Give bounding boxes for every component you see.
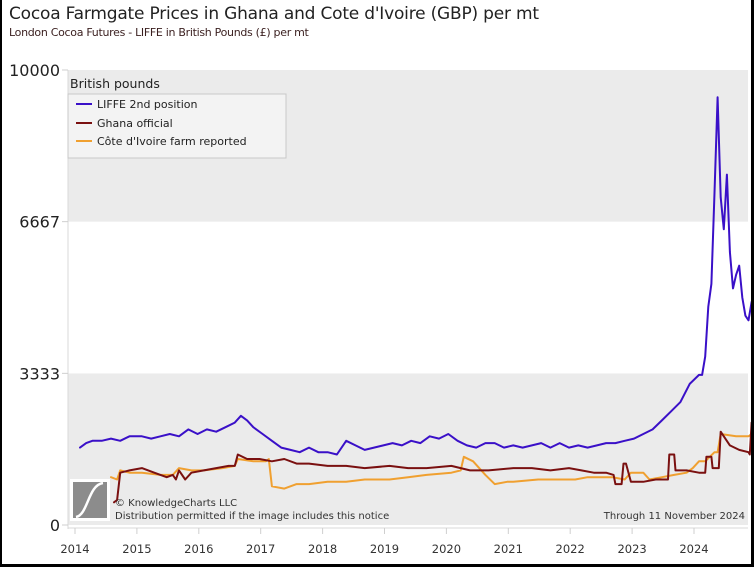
logo-square-icon <box>73 482 107 518</box>
series-line-ghana-official <box>113 421 751 504</box>
chart-subtitle: London Cocoa Futures - LIFFE in British … <box>9 26 309 39</box>
x-tick-label: 2022 <box>556 542 585 556</box>
legend-title: British pounds <box>70 76 160 91</box>
x-tick-label: 2017 <box>246 542 275 556</box>
legend-box <box>67 93 287 159</box>
x-tick-label: 2024 <box>679 542 708 556</box>
through-date-notice: Through 11 November 2024 <box>603 511 745 522</box>
x-tick-label: 2019 <box>370 542 399 556</box>
x-tick-label: 2020 <box>432 542 461 556</box>
copyright-notice: © KnowledgeCharts LLC <box>115 498 237 509</box>
x-axis: 2014 2015 2016 2017 2018 2019 2020 2021 2022 2023… <box>60 528 709 556</box>
x-tick-label: 2021 <box>494 542 523 556</box>
y-tick-label: 6667 <box>19 213 60 232</box>
y-tick-label: 0 <box>50 516 60 535</box>
grid-band <box>68 221 748 374</box>
y-tick-label: 10000 <box>9 61 60 80</box>
logo-s-curve-icon <box>75 481 104 519</box>
legend: British pounds LIFFE 2nd position Ghana … <box>67 76 287 159</box>
knowledgecharts-logo <box>70 479 110 521</box>
series-lines <box>79 96 751 504</box>
x-tick-label: 2018 <box>308 542 337 556</box>
grid-band <box>68 373 748 525</box>
chart-title: Cocoa Farmgate Prices in Ghana and Cote … <box>9 4 539 24</box>
legend-label-ghana: Ghana official <box>97 117 173 130</box>
legend-label-cote-divoire: Côte d'Ivoire farm reported <box>97 135 247 148</box>
legend-label-liffe: LIFFE 2nd position <box>97 98 198 111</box>
y-tick-label: 3333 <box>19 364 60 383</box>
x-tick-label: 2015 <box>122 542 151 556</box>
x-tick-label: 2023 <box>617 542 646 556</box>
distribution-notice: Distribution permitted if the image incl… <box>115 511 389 522</box>
x-tick-label: 2016 <box>184 542 213 556</box>
series-line-liffe-2nd-position <box>79 96 751 456</box>
x-tick-label: 2014 <box>60 542 89 556</box>
y-axis: 0 3333 6667 10000 <box>9 61 68 535</box>
